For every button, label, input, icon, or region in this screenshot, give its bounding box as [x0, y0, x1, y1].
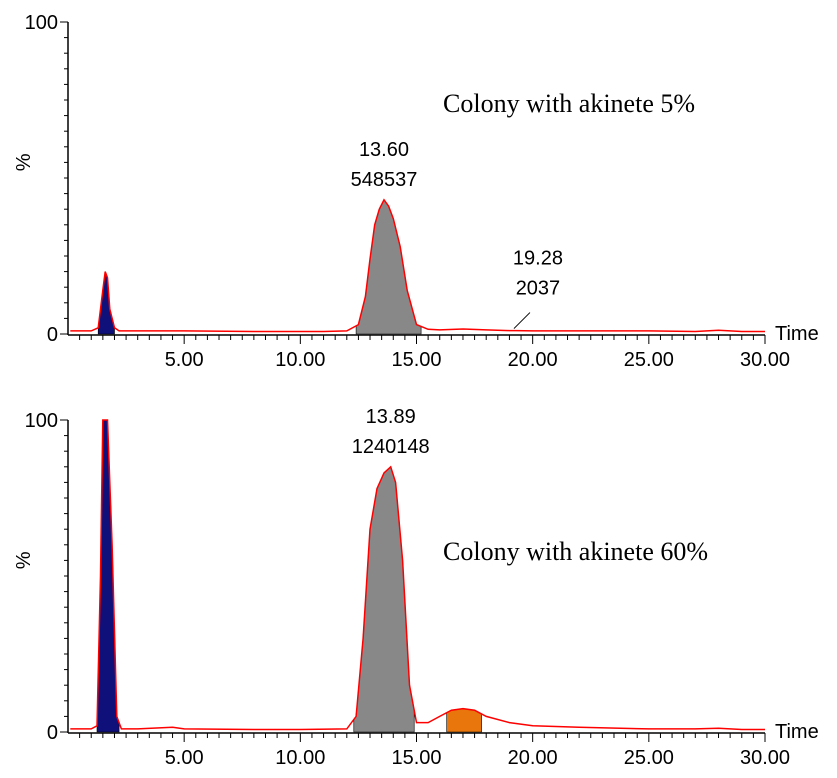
y-tick-label: 100	[25, 410, 58, 432]
x-tick-label: 5.00	[165, 349, 204, 371]
chromatogram-trace	[70, 419, 765, 731]
x-tick-label: 30.00	[740, 349, 790, 371]
y-tick-label: 100	[25, 12, 58, 34]
x-tick-label: 5.00	[165, 747, 204, 769]
x-tick-label: 30.00	[740, 747, 790, 769]
x-tick-label: 20.00	[508, 349, 558, 371]
chart-title: Colony with akinete 60%	[443, 537, 708, 566]
x-ticks: 5.00 10.00 15.00 20.00 25.00 30.00	[79, 733, 790, 769]
x-axis-label: Time	[775, 323, 819, 345]
y-axis-label: %	[13, 551, 35, 569]
peak-area-label: 1240148	[352, 436, 430, 458]
peak-labels: 13.60 548537 19.28 2037	[351, 139, 563, 329]
peak-labels: 13.89 1240148	[352, 406, 430, 458]
x-tick-label: 10.00	[275, 349, 325, 371]
peak-retention-time-label: 13.89	[366, 406, 416, 428]
chromatogram-trace	[70, 198, 765, 333]
y-tick-label: 0	[47, 324, 58, 346]
x-tick-label: 10.00	[275, 747, 325, 769]
x-tick-label: 15.00	[391, 747, 441, 769]
y-ticks: 0 100	[25, 410, 68, 744]
peak-label-leader	[513, 312, 531, 329]
chromatogram-panel-top: 5.00 10.00 15.00 20.00 25.00 30.00 0 100 % Tim…	[13, 12, 819, 371]
chromatogram-panel-bottom: 5.00 10.00 15.00 20.00 25.00 30.00 0 100 % Tim…	[13, 406, 819, 769]
peak-fills	[96, 419, 482, 733]
x-ticks: 5.00 10.00 15.00 20.00 25.00 30.00	[79, 335, 790, 371]
peak-area	[446, 708, 482, 733]
y-axis-label: %	[13, 153, 35, 171]
y-ticks: 0 100	[25, 12, 68, 346]
y-tick-label: 0	[47, 722, 58, 744]
chart-title: Colony with akinete 5%	[443, 89, 695, 118]
peak-retention-time-label: 19.28	[513, 248, 563, 270]
peak-fills	[97, 199, 422, 335]
x-tick-label: 25.00	[624, 747, 674, 769]
peak-area-label: 2037	[516, 278, 561, 300]
x-tick-label: 15.00	[391, 349, 441, 371]
x-tick-label: 20.00	[508, 747, 558, 769]
peak-area-label: 548537	[351, 169, 418, 191]
peak-retention-time-label: 13.60	[359, 139, 409, 161]
x-axis-label: Time	[775, 721, 819, 743]
peak-area	[355, 199, 422, 335]
x-tick-label: 25.00	[624, 349, 674, 371]
